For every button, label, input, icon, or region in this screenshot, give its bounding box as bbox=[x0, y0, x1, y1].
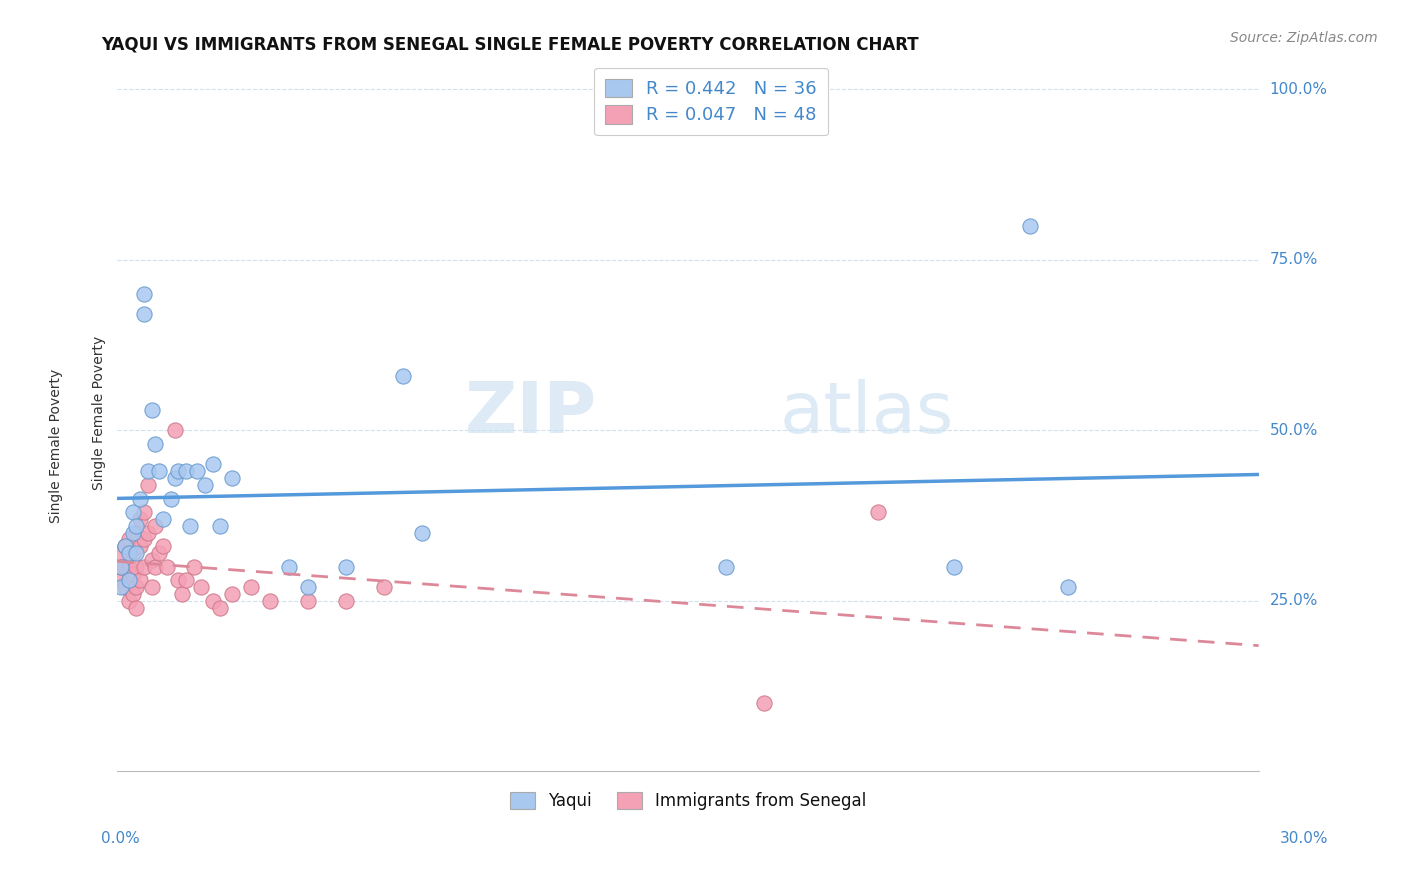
Point bbox=[125, 525, 148, 540]
Point bbox=[335, 559, 357, 574]
Point bbox=[121, 587, 143, 601]
Point bbox=[373, 580, 395, 594]
Point bbox=[141, 402, 163, 417]
Text: 50.0%: 50.0% bbox=[1270, 423, 1317, 438]
Point bbox=[209, 518, 232, 533]
Point bbox=[156, 559, 179, 574]
Point bbox=[118, 574, 141, 588]
Point bbox=[110, 574, 132, 588]
Point bbox=[163, 471, 186, 485]
Point bbox=[1019, 219, 1042, 233]
Point bbox=[152, 512, 174, 526]
Point bbox=[114, 539, 136, 553]
Point bbox=[114, 539, 136, 553]
Point bbox=[221, 471, 243, 485]
Text: 25.0%: 25.0% bbox=[1270, 593, 1317, 608]
Point bbox=[125, 580, 148, 594]
Point bbox=[239, 580, 262, 594]
Point bbox=[297, 594, 319, 608]
Point bbox=[145, 518, 167, 533]
Point bbox=[110, 546, 132, 560]
Point bbox=[172, 587, 194, 601]
Point bbox=[129, 512, 152, 526]
Point bbox=[129, 491, 152, 506]
Point bbox=[167, 464, 190, 478]
Point bbox=[118, 533, 141, 547]
Point bbox=[129, 574, 152, 588]
Text: 0.0%: 0.0% bbox=[101, 831, 141, 846]
Point bbox=[221, 587, 243, 601]
Point bbox=[277, 559, 299, 574]
Text: 100.0%: 100.0% bbox=[1270, 82, 1327, 96]
Point bbox=[114, 559, 136, 574]
Point bbox=[121, 546, 143, 560]
Point bbox=[868, 505, 890, 519]
Point bbox=[209, 600, 232, 615]
Point bbox=[179, 518, 201, 533]
Point bbox=[943, 559, 966, 574]
Point bbox=[183, 559, 205, 574]
Point bbox=[167, 574, 190, 588]
Point bbox=[110, 559, 132, 574]
Point bbox=[118, 546, 141, 560]
Point bbox=[125, 600, 148, 615]
Point bbox=[132, 505, 155, 519]
Point bbox=[335, 594, 357, 608]
Point bbox=[129, 539, 152, 553]
Point bbox=[121, 505, 143, 519]
Point bbox=[145, 559, 167, 574]
Point bbox=[174, 464, 197, 478]
Point bbox=[201, 594, 224, 608]
Point bbox=[194, 478, 217, 492]
Point bbox=[118, 559, 141, 574]
Point bbox=[118, 574, 141, 588]
Point bbox=[145, 437, 167, 451]
Point bbox=[110, 580, 132, 594]
Point bbox=[190, 580, 212, 594]
Point bbox=[297, 580, 319, 594]
Text: 30.0%: 30.0% bbox=[1281, 831, 1329, 846]
Point bbox=[132, 307, 155, 321]
Point bbox=[141, 580, 163, 594]
Point bbox=[1057, 580, 1080, 594]
Point bbox=[714, 559, 737, 574]
Point bbox=[118, 594, 141, 608]
Point bbox=[136, 478, 159, 492]
Point bbox=[752, 696, 775, 710]
Point bbox=[125, 518, 148, 533]
Text: ZIP: ZIP bbox=[464, 379, 596, 448]
Text: YAQUI VS IMMIGRANTS FROM SENEGAL SINGLE FEMALE POVERTY CORRELATION CHART: YAQUI VS IMMIGRANTS FROM SENEGAL SINGLE … bbox=[101, 36, 920, 54]
Point bbox=[163, 423, 186, 437]
Point bbox=[411, 525, 433, 540]
Point bbox=[114, 580, 136, 594]
Point bbox=[136, 525, 159, 540]
Legend: Yaqui, Immigrants from Senegal: Yaqui, Immigrants from Senegal bbox=[503, 785, 873, 817]
Point bbox=[132, 559, 155, 574]
Text: atlas: atlas bbox=[779, 379, 953, 448]
Point bbox=[110, 559, 132, 574]
Point bbox=[125, 559, 148, 574]
Point bbox=[259, 594, 281, 608]
Point bbox=[121, 525, 143, 540]
Point bbox=[132, 533, 155, 547]
Point bbox=[125, 546, 148, 560]
Text: 75.0%: 75.0% bbox=[1270, 252, 1317, 268]
Point bbox=[152, 539, 174, 553]
Point bbox=[148, 546, 170, 560]
Point bbox=[132, 286, 155, 301]
Point bbox=[201, 458, 224, 472]
Point bbox=[186, 464, 208, 478]
Text: Source: ZipAtlas.com: Source: ZipAtlas.com bbox=[1230, 31, 1378, 45]
Point bbox=[148, 464, 170, 478]
Y-axis label: Single Female Poverty: Single Female Poverty bbox=[93, 336, 107, 491]
Point bbox=[121, 566, 143, 581]
Point bbox=[141, 553, 163, 567]
Point bbox=[136, 464, 159, 478]
Point bbox=[174, 574, 197, 588]
Point bbox=[391, 368, 413, 383]
Text: Single Female Poverty: Single Female Poverty bbox=[49, 369, 63, 523]
Point bbox=[159, 491, 181, 506]
